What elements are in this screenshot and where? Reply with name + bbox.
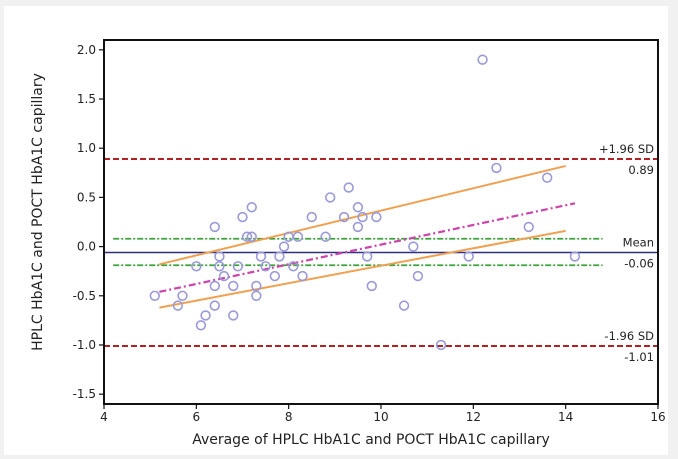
data-point-51 bbox=[569, 251, 581, 262]
y-tick-label-1.5: 1.5 bbox=[77, 92, 96, 106]
data-point-24 bbox=[269, 270, 281, 282]
data-point-45 bbox=[435, 339, 447, 351]
y-tick-label--1: -1.0 bbox=[73, 338, 96, 352]
data-point-25 bbox=[274, 251, 285, 262]
data-point-41 bbox=[371, 211, 382, 223]
y-tick-label--1.5: -1.5 bbox=[73, 387, 96, 401]
mean-value-label: -0.06 bbox=[624, 256, 654, 270]
data-point-15 bbox=[232, 261, 244, 272]
x-tick-label-4: 4 bbox=[100, 410, 108, 424]
data-point-44 bbox=[412, 270, 424, 282]
x-tick-label-8: 8 bbox=[285, 410, 293, 424]
data-point-7 bbox=[209, 300, 221, 311]
data-point-47 bbox=[477, 54, 488, 65]
y-tick-label--0.5: -0.5 bbox=[73, 289, 96, 303]
data-point-39 bbox=[361, 251, 373, 262]
upper-loa-label: +1.96 SD bbox=[599, 142, 654, 156]
data-point-16 bbox=[237, 211, 248, 223]
data-point-3 bbox=[177, 290, 188, 301]
data-point-18 bbox=[246, 202, 257, 213]
data-point-11 bbox=[214, 251, 225, 262]
x-tick-label-6: 6 bbox=[193, 410, 201, 424]
data-point-28 bbox=[288, 261, 299, 272]
regression-ci-upper-line bbox=[159, 164, 566, 266]
data-point-32 bbox=[320, 231, 331, 242]
data-point-14 bbox=[228, 280, 239, 292]
y-tick-label-0: 0.0 bbox=[77, 240, 96, 254]
data-point-2 bbox=[172, 300, 184, 311]
mean-label: Mean bbox=[623, 235, 654, 249]
data-point-43 bbox=[408, 241, 419, 252]
y-tick-label-0.5: 0.5 bbox=[77, 190, 96, 204]
data-point-38 bbox=[357, 211, 368, 223]
data-point-12 bbox=[218, 270, 230, 282]
chart-panel bbox=[4, 6, 668, 455]
data-point-8 bbox=[209, 280, 221, 292]
y-tick-label-2: 2.0 bbox=[77, 43, 96, 57]
lower-loa-label: -1.96 SD bbox=[604, 329, 654, 343]
data-point-31 bbox=[306, 211, 317, 223]
data-point-34 bbox=[338, 211, 350, 223]
data-point-6 bbox=[200, 310, 211, 321]
data-point-50 bbox=[541, 172, 553, 183]
data-point-4 bbox=[191, 261, 202, 272]
x-tick-label-10: 10 bbox=[373, 410, 388, 424]
data-point-1 bbox=[149, 290, 160, 301]
data-point-10 bbox=[214, 261, 225, 272]
regression-ci-lower-line bbox=[159, 229, 566, 309]
data-point-29 bbox=[292, 231, 304, 242]
x-tick-label-16: 16 bbox=[650, 410, 665, 424]
data-point-13 bbox=[228, 310, 239, 321]
data-point-49 bbox=[523, 221, 534, 233]
data-point-21 bbox=[251, 290, 262, 301]
data-point-48 bbox=[491, 162, 502, 174]
data-point-9 bbox=[209, 221, 221, 233]
x-axis-title: Average of HPLC HbA1C and POCT HbA1C cap… bbox=[192, 432, 550, 448]
y-axis-title: HPLC HbA1C and POCT HbA1C capillary bbox=[30, 73, 46, 351]
data-point-42 bbox=[398, 300, 410, 311]
data-point-17 bbox=[241, 231, 253, 242]
data-point-33 bbox=[325, 192, 336, 203]
data-point-26 bbox=[278, 241, 290, 252]
data-point-22 bbox=[255, 251, 267, 262]
data-point-19 bbox=[246, 231, 257, 242]
upper-loa-value-label: 0.89 bbox=[628, 163, 654, 177]
data-point-46 bbox=[463, 251, 474, 262]
x-tick-label-14: 14 bbox=[558, 410, 573, 424]
y-tick-label-1: 1.0 bbox=[77, 141, 96, 155]
data-point-23 bbox=[260, 261, 271, 272]
data-point-20 bbox=[251, 280, 262, 292]
data-point-40 bbox=[366, 280, 377, 292]
x-tick-label-12: 12 bbox=[466, 410, 481, 424]
plot-frame bbox=[103, 39, 659, 405]
data-point-37 bbox=[352, 202, 364, 213]
lower-loa-value-label: -1.01 bbox=[624, 350, 654, 364]
data-point-36 bbox=[352, 221, 364, 233]
data-point-5 bbox=[195, 320, 207, 331]
data-point-30 bbox=[297, 270, 308, 282]
data-point-35 bbox=[343, 182, 354, 193]
